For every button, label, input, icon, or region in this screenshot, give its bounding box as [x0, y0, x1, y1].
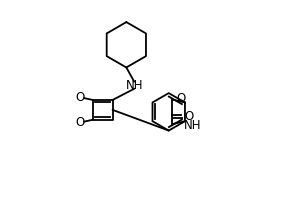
Text: NH: NH [183, 119, 201, 132]
Text: O: O [185, 110, 194, 123]
Text: O: O [76, 91, 85, 104]
Text: O: O [176, 92, 185, 105]
Text: O: O [76, 116, 85, 129]
Text: NH: NH [125, 79, 143, 92]
